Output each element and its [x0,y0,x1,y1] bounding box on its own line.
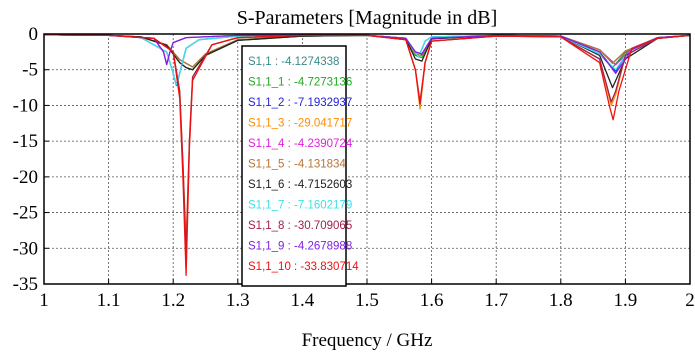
legend: S1,1 : -4.1274338 S1,1_1 : -4.7273136 S1,1… [241,45,359,287]
legend-items: S1,1 : -4.1274338 S1,1_1 : -4.7273136 S1,1… [248,56,359,273]
legend-entry: S1,1_5 : -4.131834 [248,159,346,171]
x-tick-label: 1.4 [291,290,315,311]
legend-entry: S1,1_2 : -7.1932937 [248,97,352,109]
x-axis-label: Frequency / GHz [302,330,433,351]
x-tick-label: 1.1 [97,290,121,311]
x-tick-label: 1.8 [549,290,573,311]
legend-entry: S1,1_1 : -4.7273136 [248,77,352,89]
chart-title: S-Parameters [Magnitude in dB] [237,7,498,29]
legend-entry: S1,1_6 : -4.7152603 [248,179,352,191]
grid-lines [44,34,690,284]
legend-entry: S1,1_9 : -4.2678988 [248,241,352,253]
x-tick-label: 1.9 [614,290,638,311]
y-tick-label: -5 [22,60,38,81]
series-lines [44,34,690,277]
x-tick-label: 1.3 [226,290,250,311]
y-tick-label: -20 [13,167,38,188]
legend-entry: S1,1 : -4.1274338 [248,56,339,68]
x-tick-label: 1.6 [420,290,444,311]
legend-entry: S1,1_7 : -7.1602179 [248,200,352,212]
legend-entry: S1,1_10 : -33.830714 [248,261,359,273]
x-tick-label: 2 [685,290,695,311]
series-line-S1-1-10 [44,34,690,277]
legend-entry: S1,1_8 : -30.709065 [248,220,352,232]
x-tick-label: 1.5 [355,290,379,311]
y-tick-label: -15 [13,131,38,152]
x-axis-ticks: 1 1.1 1.2 1.3 1.4 1.5 1.6 1.7 1.8 1.9 2 [39,279,695,311]
legend-box [241,45,347,287]
y-axis-ticks: 0 -5 -10 -15 -20 -25 -30 -35 [13,24,49,295]
series-line-S1-1-9 [44,34,690,74]
x-tick-label: 1.7 [484,290,508,311]
y-tick-label: -30 [13,238,38,259]
legend-entry: S1,1_3 : -29.041717 [248,118,352,130]
y-tick-label: -25 [13,203,38,224]
legend-entry: S1,1_4 : -4.2390724 [248,138,353,150]
y-tick-label: -35 [13,274,38,295]
y-tick-label: -10 [13,95,38,116]
y-tick-label: 0 [29,24,39,45]
x-tick-label: 1.2 [161,290,185,311]
x-tick-label: 1 [39,290,49,311]
